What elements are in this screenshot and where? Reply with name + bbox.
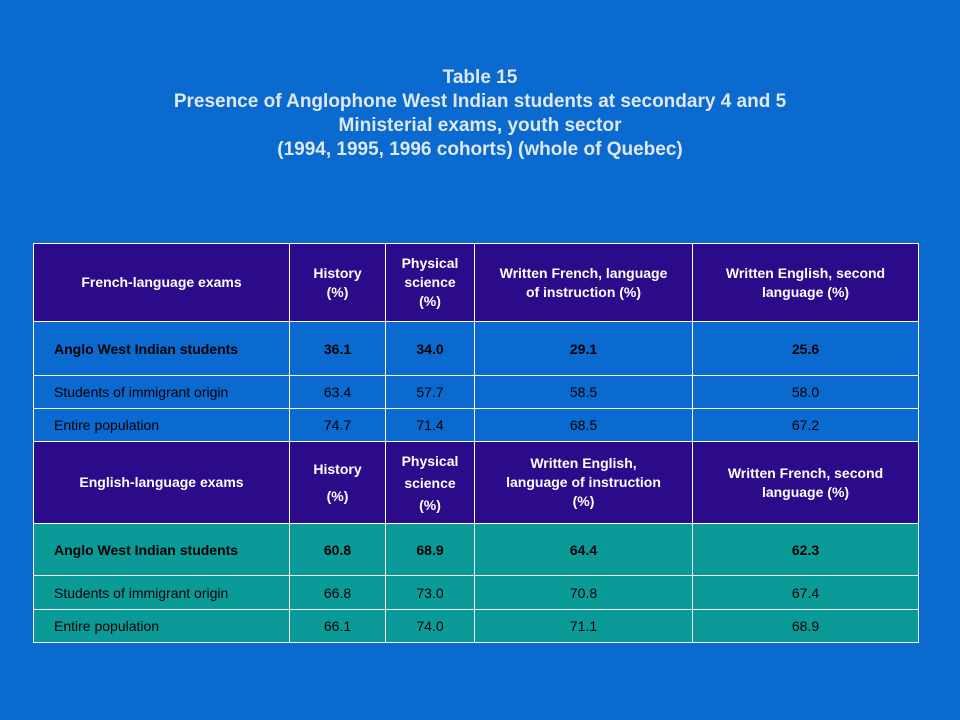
title-line-1: Table 15 [442, 67, 518, 88]
cell-value: 58.5 [474, 375, 693, 409]
cell-value: 64.4 [474, 523, 693, 576]
row-label: Students of immigrant origin [33, 575, 290, 610]
cell-value: 57.7 [385, 375, 475, 409]
cell-value: 68.9 [692, 609, 919, 643]
table-row: Students of immigrant origin 63.4 57.7 5… [33, 375, 919, 409]
cell-value: 34.0 [385, 321, 475, 376]
cell-value: 74.7 [289, 408, 386, 442]
cell-value: 36.1 [289, 321, 386, 376]
cell-value: 68.5 [474, 408, 693, 442]
cell-value: 70.8 [474, 575, 693, 610]
exam-table: French-language exams History (%) Physic… [33, 243, 919, 643]
table-title: Table 15 Presence of Anglophone West Ind… [0, 66, 960, 162]
row-label: Entire population [33, 408, 290, 442]
table-row: Students of immigrant origin 66.8 73.0 7… [33, 575, 919, 610]
cell-value: 67.2 [692, 408, 919, 442]
table-row: Entire population 66.1 74.0 71.1 68.9 [33, 609, 919, 643]
cell-value: 25.6 [692, 321, 919, 376]
english-header-exams: English-language exams [33, 441, 290, 524]
cell-value: 67.4 [692, 575, 919, 610]
title-line-3: Ministerial exams, youth sector [338, 115, 622, 136]
cell-value: 63.4 [289, 375, 386, 409]
row-label: Anglo West Indian students [33, 321, 290, 376]
cell-value: 74.0 [385, 609, 475, 643]
table-row: Anglo West Indian students 60.8 68.9 64.… [33, 523, 919, 576]
french-header-row: French-language exams History (%) Physic… [33, 243, 919, 322]
title-line-2: Presence of Anglophone West Indian stude… [173, 91, 787, 112]
french-header-exams: French-language exams [33, 243, 290, 322]
cell-value: 58.0 [692, 375, 919, 409]
cell-value: 66.8 [289, 575, 386, 610]
french-header-written-english: Written English, second language (%) [692, 243, 919, 322]
english-header-physical-science: Physical science (%) [385, 441, 475, 524]
english-header-history: History (%) [289, 441, 386, 524]
cell-value: 62.3 [692, 523, 919, 576]
cell-value: 66.1 [289, 609, 386, 643]
row-label: Students of immigrant origin [33, 375, 290, 409]
table-row: Entire population 74.7 71.4 68.5 67.2 [33, 408, 919, 442]
row-label: Entire population [33, 609, 290, 643]
table-row: Anglo West Indian students 36.1 34.0 29.… [33, 321, 919, 376]
french-header-physical-science: Physical science (%) [385, 243, 475, 322]
cell-value: 71.4 [385, 408, 475, 442]
cell-value: 60.8 [289, 523, 386, 576]
row-label: Anglo West Indian students [33, 523, 290, 576]
english-header-written-english: Written English, language of instruction… [474, 441, 693, 524]
cell-value: 29.1 [474, 321, 693, 376]
title-line-4: (1994, 1995, 1996 cohorts) (whole of Que… [277, 139, 683, 160]
cell-value: 71.1 [474, 609, 693, 643]
english-header-written-french: Written French, second language (%) [692, 441, 919, 524]
french-header-history: History (%) [289, 243, 386, 322]
english-header-row: English-language exams History (%) Physi… [33, 441, 919, 524]
french-header-written-french: Written French, language of instruction … [474, 243, 693, 322]
cell-value: 68.9 [385, 523, 475, 576]
cell-value: 73.0 [385, 575, 475, 610]
